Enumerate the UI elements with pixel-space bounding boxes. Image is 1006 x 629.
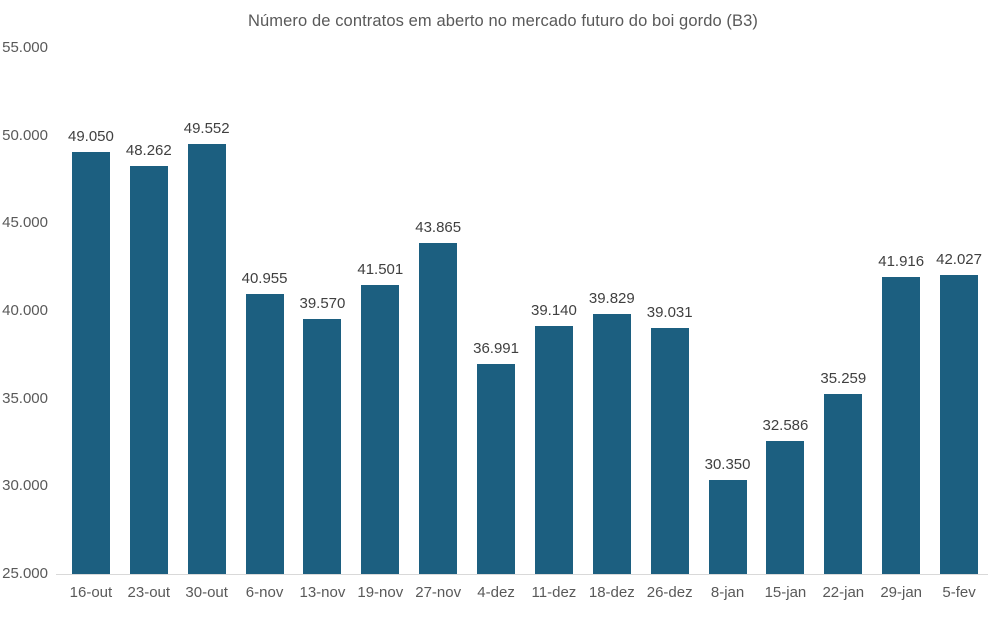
y-axis-tick-label: 55.000 [2, 39, 48, 56]
bar [71, 152, 110, 574]
bar-value-label: 39.140 [530, 302, 577, 320]
bar-value-label: 41.916 [878, 253, 925, 271]
chart-title: Número de contratos em aberto no mercado… [247, 12, 759, 30]
bar-value-label: 30.350 [704, 456, 751, 474]
y-axis-tick-label: 45.000 [2, 214, 48, 232]
bar-value-label: 49.050 [67, 128, 114, 146]
bar [419, 243, 458, 574]
bar [187, 143, 226, 574]
x-axis-tick-label: 26-dez [646, 584, 693, 601]
x-axis-tick-label: 6-nov [245, 584, 284, 601]
bar [534, 326, 573, 574]
bar-value-label: 39.829 [588, 289, 635, 307]
y-axis-tick-label: 50.000 [2, 126, 48, 144]
bar [361, 284, 400, 574]
x-axis-tick-label: 16-out [69, 584, 113, 601]
x-axis-tick-label: 4-dez [477, 584, 515, 601]
bar-value-label: 49.552 [183, 119, 230, 137]
bar-value-label: 36.991 [473, 339, 519, 357]
bar [882, 277, 921, 574]
bar [592, 313, 631, 574]
bar [650, 327, 689, 574]
y-axis-tick-label: 40.000 [2, 302, 48, 319]
x-axis-line [56, 574, 988, 575]
bar-value-label: 43.865 [415, 219, 462, 237]
bar [129, 166, 168, 574]
y-axis-tick-label: 35.000 [2, 389, 48, 407]
bar [940, 275, 979, 574]
bar [477, 363, 516, 574]
y-axis-tick-label: 25.000 [2, 565, 48, 582]
bar-value-label: 39.031 [646, 303, 693, 321]
x-axis-tick-label: 23-out [127, 584, 171, 601]
x-axis-tick-label: 19-nov [357, 584, 404, 601]
bar-value-label: 42.027 [936, 251, 982, 269]
bar-value-label: 32.586 [762, 416, 809, 434]
x-axis-tick-label: 11-dez [531, 584, 577, 601]
bar [303, 318, 342, 574]
x-axis-tick-label: 15-jan [764, 584, 807, 601]
bar-value-label: 40.955 [241, 270, 288, 288]
bar-value-label: 48.262 [125, 142, 172, 160]
x-axis-tick-label: 29-jan [880, 584, 923, 601]
x-axis-tick-label: 27-nov [415, 584, 462, 601]
bar-value-label: 41.501 [357, 260, 404, 278]
x-axis-tick-label: 13-nov [299, 584, 346, 601]
x-axis-tick-label: 22-jan [822, 584, 865, 601]
x-axis-tick-label: 18-dez [588, 584, 635, 601]
bar-value-label: 35.259 [820, 370, 867, 388]
x-axis-tick-label: 30-out [185, 584, 228, 601]
x-axis-tick-label: 5-fev [942, 584, 976, 601]
bar [824, 394, 863, 574]
y-axis-tick-label: 30.000 [2, 477, 48, 495]
bar [245, 294, 284, 574]
bar [766, 440, 805, 574]
bar-value-label: 39.570 [299, 294, 346, 312]
x-axis-tick-label: 8-jan [710, 584, 745, 601]
bar [708, 480, 747, 574]
